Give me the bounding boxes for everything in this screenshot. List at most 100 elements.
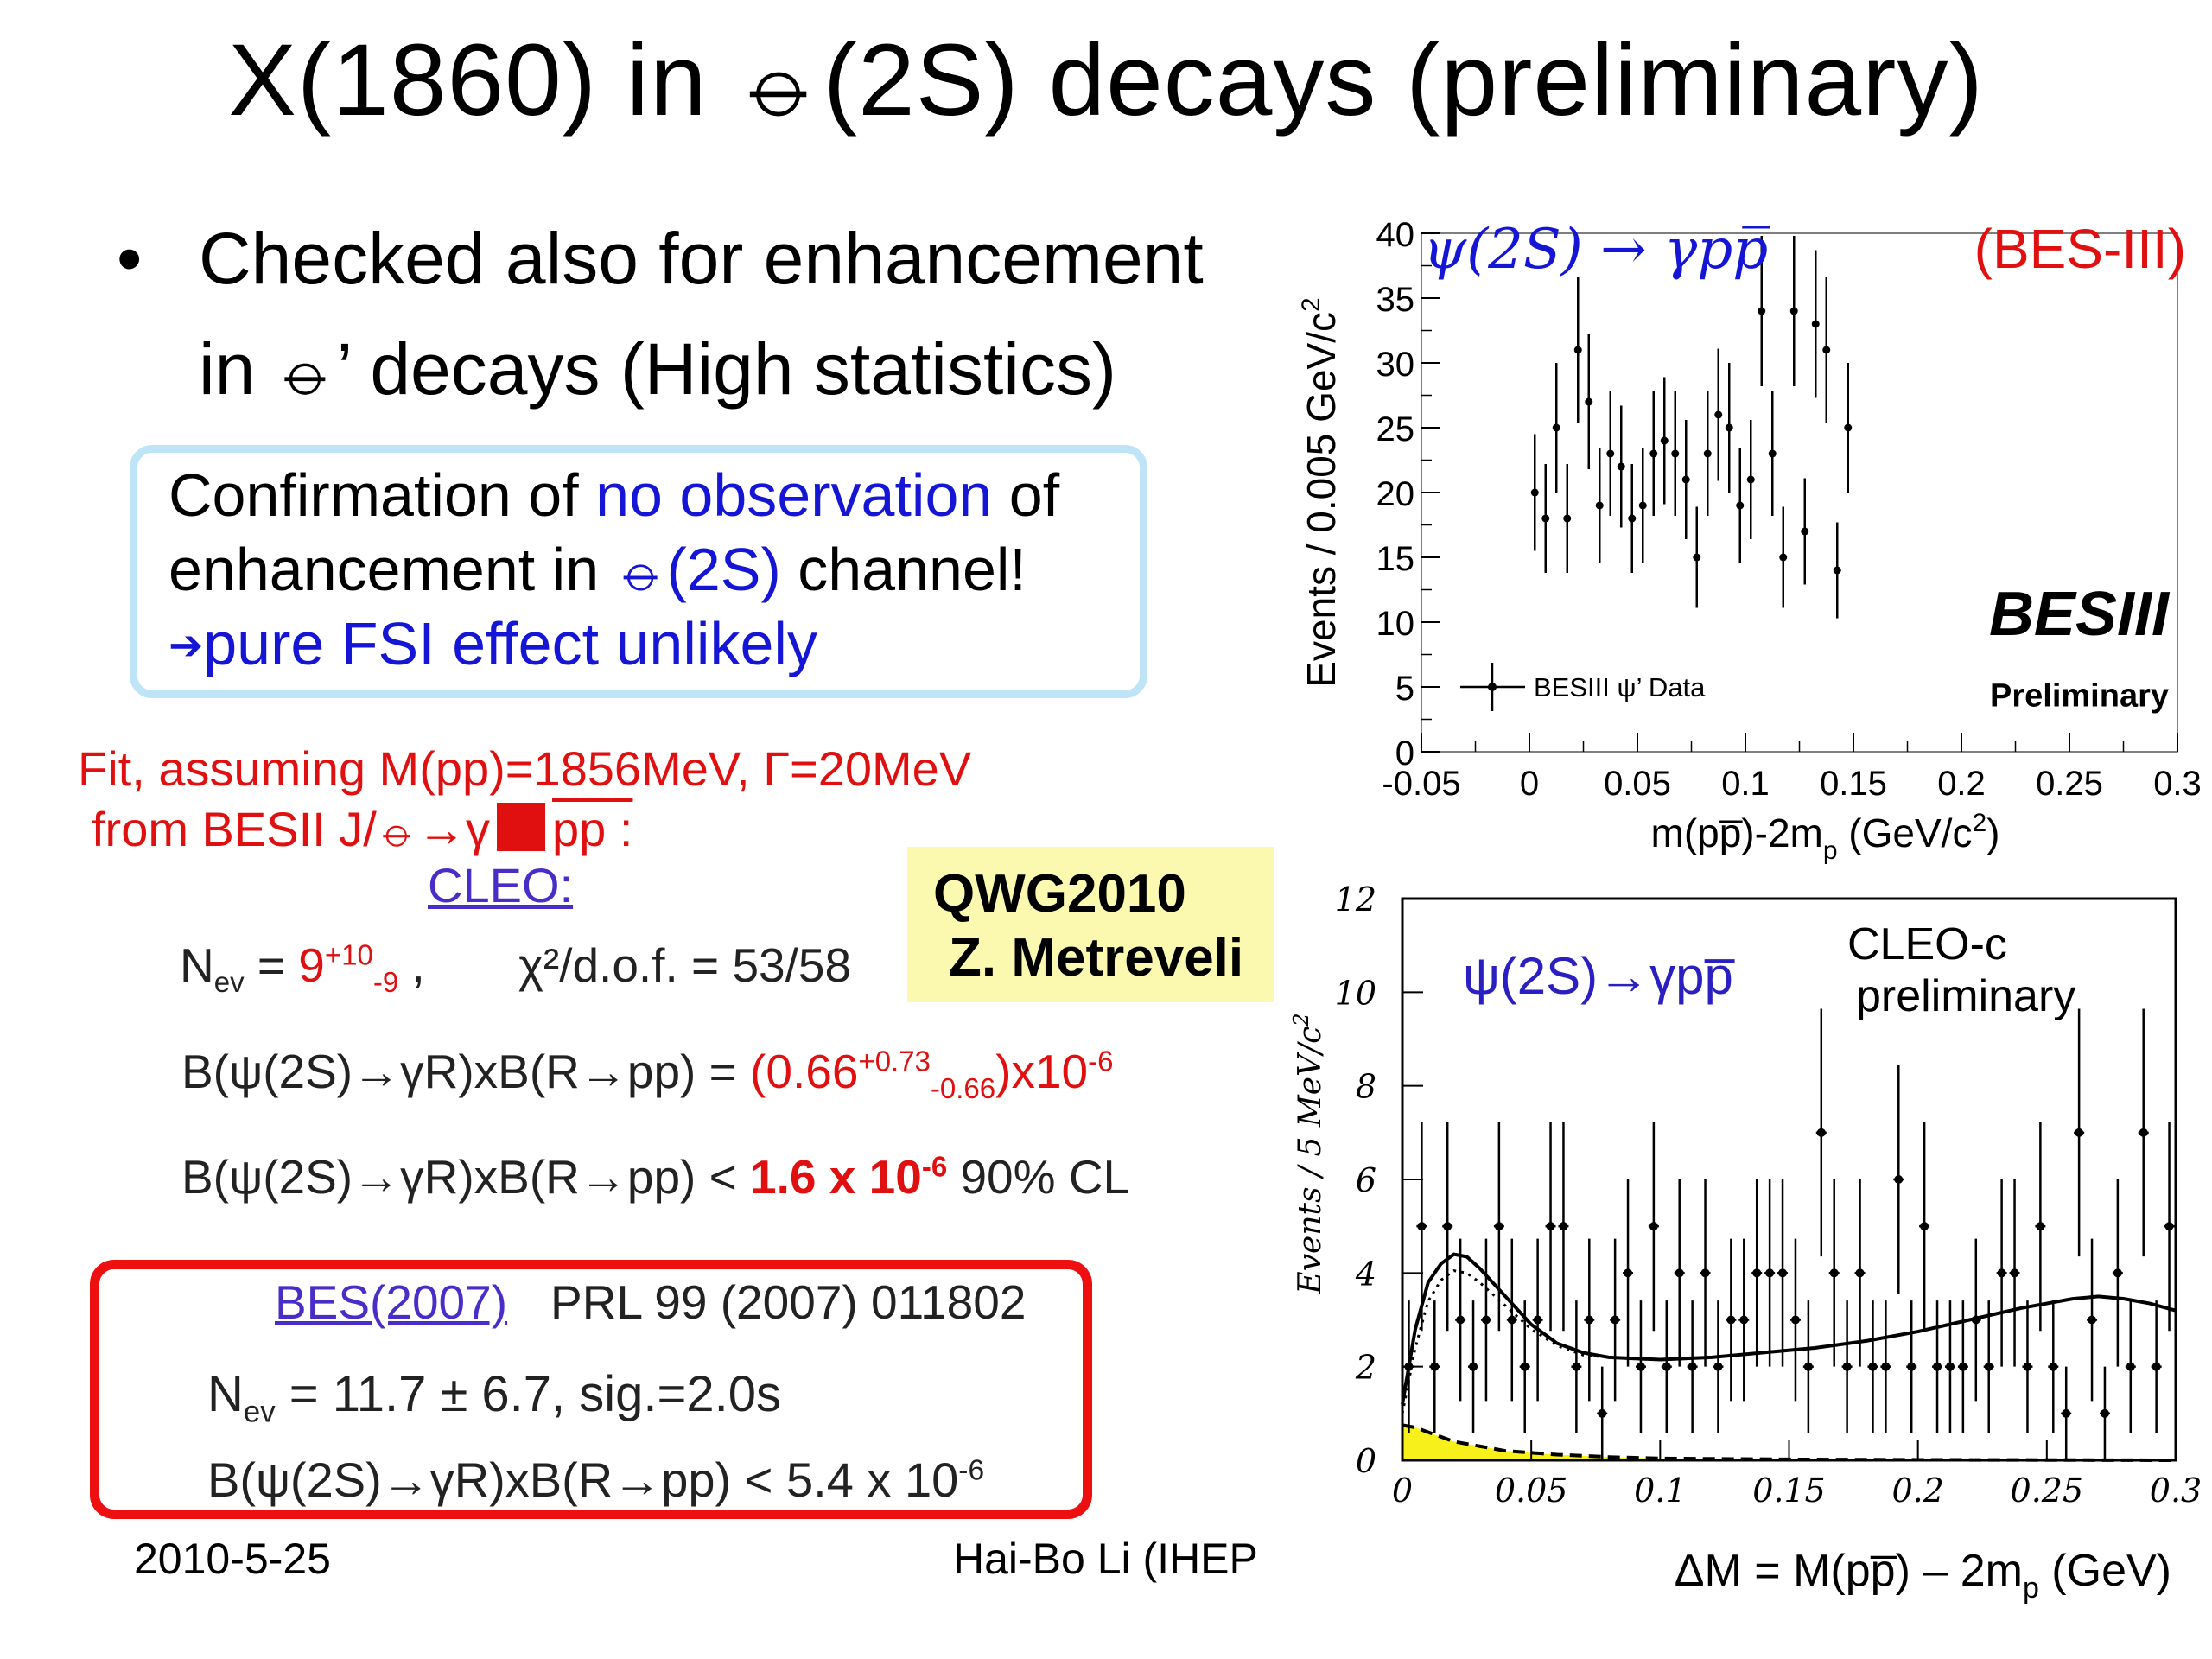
x-tick-label: 0.15 bbox=[1820, 765, 1887, 803]
data-point bbox=[1494, 1222, 1503, 1231]
arrow-icon: ➔ bbox=[168, 623, 204, 669]
data-point bbox=[2088, 1315, 2097, 1325]
data-point bbox=[1842, 1362, 1852, 1371]
data-point bbox=[1790, 1315, 1800, 1325]
data-point bbox=[1617, 462, 1625, 471]
preliminary-watermark: Preliminary bbox=[1990, 678, 2169, 715]
data-point bbox=[1833, 566, 1841, 575]
data-point bbox=[1700, 1268, 1710, 1278]
data-point bbox=[1636, 1362, 1645, 1371]
data-point bbox=[1997, 1268, 2006, 1278]
y-tick-label: 30 bbox=[1376, 346, 1415, 384]
x-axis-label-text: m(pp̅)-2m bbox=[1651, 810, 1823, 855]
data-point bbox=[2036, 1222, 2045, 1231]
data-point bbox=[1430, 1362, 1440, 1371]
data-point bbox=[1481, 1315, 1491, 1325]
data-point bbox=[1675, 1268, 1684, 1278]
bes-nev-sub: ev bbox=[243, 1395, 276, 1429]
x-tick-label: 0.3 bbox=[2153, 765, 2202, 803]
data-point bbox=[1933, 1362, 1942, 1371]
x-tick-label: 0.05 bbox=[1495, 1471, 1568, 1510]
b1-formula: B(ψ(2S)→γR)xB(R→pp) = bbox=[181, 1045, 751, 1098]
b2-formula: B(ψ(2S)→γR)xB(R→pp) < bbox=[181, 1150, 751, 1204]
confirmation-text: Confirmation of no observation of enhanc… bbox=[168, 458, 1145, 683]
data-point bbox=[1662, 1362, 1671, 1371]
red-square-icon bbox=[497, 803, 545, 851]
y-axis-label-text: Events / 0.005 GeV/c bbox=[1299, 312, 1344, 688]
x-axis-label-end: (GeV) bbox=[2039, 1546, 2171, 1596]
y-tick-label: 15 bbox=[1376, 540, 1415, 578]
x-axis-label-unit: (GeV/c bbox=[1838, 810, 1973, 855]
data-point bbox=[2126, 1362, 2135, 1371]
fit-note-line-1: Fit, assuming M(pp)=1856MeV, Γ=20MeV bbox=[78, 741, 972, 796]
data-point bbox=[1801, 527, 1809, 536]
bullet-line-2: in ⦵’ decays (High statistics) bbox=[199, 328, 1116, 410]
y-axis-label: Events / 0.005 GeV/c2 bbox=[1297, 297, 1344, 687]
y-tick-label: 35 bbox=[1376, 281, 1415, 319]
background-fill bbox=[1402, 1425, 2176, 1460]
fit-curve-dotted bbox=[1401, 1269, 2177, 1414]
cleo-chart: 0 2 4 6 8 10 12 0 0.05 0.1 0.15 0.2 0.25 0.3 ψ(2S)→γpp… bbox=[1289, 880, 2202, 1605]
x-axis-label-sub: p bbox=[1823, 836, 1838, 865]
data-point bbox=[1469, 1362, 1478, 1371]
chart-title: ψ(2S) → γpp̅ bbox=[1423, 218, 1770, 282]
conf-text-4: enhancement in bbox=[168, 536, 616, 603]
legend-label: BESIII ψ’ Data bbox=[1534, 672, 1706, 702]
data-point bbox=[1779, 553, 1788, 562]
y-tick-label: 2 bbox=[1355, 1349, 1376, 1387]
bullet-text: Checked also for enhancement in ⦵’ decay… bbox=[199, 203, 1270, 424]
chart-title: ψ(2S)→γpp̅ bbox=[1463, 947, 1735, 1005]
cleo-branching-1: B(ψ(2S)→γR)xB(R→pp) = (0.66+0.73-0.66)x1… bbox=[181, 1044, 1113, 1105]
confirmation-box bbox=[130, 445, 1147, 698]
cleo-chi2: χ²/d.o.f. = 53/58 bbox=[518, 938, 852, 992]
y-tick-label: 4 bbox=[1355, 1255, 1376, 1293]
nev-err-up: +10 bbox=[324, 938, 373, 971]
nev-label: N bbox=[180, 938, 214, 992]
data-point bbox=[1507, 1315, 1516, 1325]
data-point bbox=[1714, 410, 1723, 419]
x-axis-label-end: ) bbox=[1986, 810, 1999, 855]
data-point bbox=[1572, 1362, 1581, 1371]
bullet-line-1: Checked also for enhancement bbox=[199, 218, 1204, 299]
bes2007-box bbox=[90, 1260, 1092, 1519]
cleo-link[interactable]: CLEO: bbox=[428, 858, 574, 912]
qwg-line-1: QWG2010 bbox=[933, 864, 1186, 924]
data-point bbox=[1894, 1175, 1904, 1184]
b2-value: 1.6 x 10 bbox=[750, 1150, 922, 1204]
y-axis-label: Events / 5 MeV/c2 bbox=[1289, 1013, 1328, 1294]
x-tick-label: 0.15 bbox=[1752, 1471, 1826, 1510]
x-tick-label: 0.1 bbox=[1634, 1471, 1686, 1510]
fit-curve-solid bbox=[1401, 1252, 2177, 1405]
data-point bbox=[1736, 501, 1745, 510]
data-point bbox=[1671, 449, 1680, 458]
data-point bbox=[1624, 1268, 1633, 1278]
background-curve-dashed bbox=[1402, 1423, 2177, 1462]
data-point bbox=[1746, 475, 1755, 484]
data-point bbox=[1573, 346, 1582, 354]
data-point bbox=[1520, 1362, 1529, 1371]
nev-eq: = bbox=[244, 938, 299, 992]
conf-conclusion: pure FSI effect unlikely bbox=[203, 610, 817, 677]
fit-note-line-2: from BESII J/⦵→γ bbox=[92, 802, 490, 856]
data-point bbox=[1920, 1222, 1929, 1231]
bes2007-link[interactable]: BES(2007) bbox=[275, 1275, 508, 1329]
data-point bbox=[1725, 423, 1733, 432]
data-point bbox=[1649, 449, 1658, 458]
data-point bbox=[1595, 501, 1604, 510]
data-point bbox=[2164, 1222, 2174, 1231]
conf-highlight-no-observation: no observation bbox=[595, 461, 993, 529]
bes-b-formula: B(ψ(2S)→γR)xB(R→pp) < 5.4 x 10 bbox=[207, 1452, 959, 1507]
y-tick-label: 12 bbox=[1335, 880, 1376, 918]
data-point bbox=[1703, 449, 1712, 458]
x-tick-label: -0.05 bbox=[1382, 765, 1460, 803]
data-point bbox=[1765, 1268, 1775, 1278]
data-point bbox=[1829, 1268, 1839, 1278]
data-point bbox=[1533, 1315, 1542, 1325]
data-point bbox=[1417, 1222, 1427, 1231]
fit-note: Fit, assuming M(pp)=1856MeV, Γ=20MeV fro… bbox=[78, 739, 971, 860]
footer-date: 2010-5-25 bbox=[134, 1535, 331, 1583]
b1-exp: -6 bbox=[1088, 1045, 1114, 1077]
data-point bbox=[1739, 1315, 1749, 1325]
data-point bbox=[1811, 320, 1820, 328]
bes2007-ref: PRL 99 (2007) 011802 bbox=[550, 1275, 1027, 1329]
